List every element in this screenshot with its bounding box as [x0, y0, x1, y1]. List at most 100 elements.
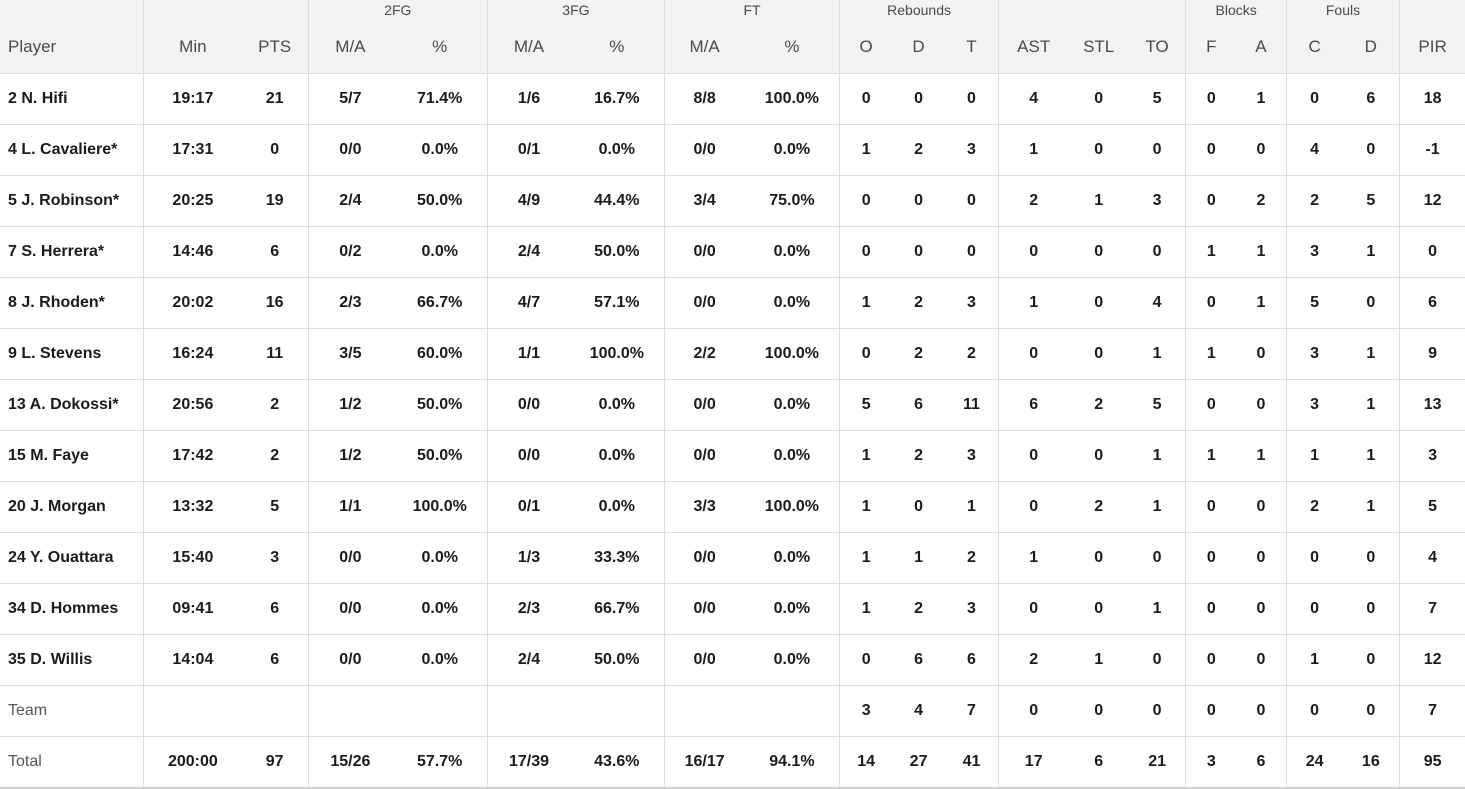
team-row: Team 3 4 7 0 0 0 0 0 0 0 7: [0, 685, 1465, 737]
stat-cell-ast: 1: [998, 277, 1069, 329]
stat-cell-reb-o: 1: [839, 481, 892, 533]
stat-cell-min: 09:41: [143, 583, 242, 635]
stat-cell-ft-ma: 3/3: [664, 481, 745, 533]
stat-cell-fg2-ma: 1/2: [308, 430, 393, 482]
stat-cell-pir: -1: [1399, 124, 1465, 176]
stat-cell-min: [143, 685, 242, 737]
col-reb-t[interactable]: T: [945, 21, 999, 74]
stat-cell-reb-t: 0: [945, 175, 999, 227]
stat-cell-ast: 2: [998, 634, 1069, 686]
col-blk-a[interactable]: A: [1236, 21, 1287, 74]
col-reb-d[interactable]: D: [891, 21, 946, 74]
player-name-cell[interactable]: 5 J. Robinson*: [0, 175, 144, 227]
col-stl[interactable]: STL: [1068, 21, 1129, 74]
player-name-cell[interactable]: 20 J. Morgan: [0, 481, 144, 533]
stat-cell-reb-t: 1: [945, 481, 999, 533]
header-group-row: 2FG 3FG FT Rebounds Blocks Fouls: [0, 0, 1465, 21]
col-blk-f[interactable]: F: [1185, 21, 1237, 74]
stat-cell-ft-pct: 100.0%: [744, 481, 841, 533]
player-name-cell[interactable]: 8 J. Rhoden*: [0, 277, 144, 329]
stat-cell-reb-t: 7: [945, 685, 999, 737]
stat-cell-pir: 4: [1399, 532, 1465, 584]
col-ast[interactable]: AST: [998, 21, 1069, 74]
player-name-cell[interactable]: 4 L. Cavaliere*: [0, 124, 144, 176]
col-3fg-ma[interactable]: M/A: [487, 21, 570, 74]
stat-cell-blk-f: 0: [1185, 379, 1237, 431]
stat-cell-foul-d: 0: [1342, 277, 1401, 329]
group-rebounds: Rebounds: [839, 0, 999, 21]
stat-cell-stl: 0: [1068, 532, 1129, 584]
stat-cell-ast: 0: [998, 685, 1069, 737]
stat-cell-reb-d: 4: [891, 685, 946, 737]
stat-cell-fg3-ma: 1/1: [487, 328, 570, 380]
player-name-cell[interactable]: 35 D. Willis: [0, 634, 144, 686]
stat-cell-reb-o: 1: [839, 124, 892, 176]
player-name-cell[interactable]: 24 Y. Ouattara: [0, 532, 144, 584]
stat-cell-blk-a: 1: [1236, 73, 1287, 125]
stat-cell-ast: 0: [998, 430, 1069, 482]
col-ft-ma[interactable]: M/A: [664, 21, 745, 74]
stat-cell-blk-a: 0: [1236, 532, 1287, 584]
stat-cell-reb-t: 3: [945, 583, 999, 635]
col-pts[interactable]: PTS: [241, 21, 309, 74]
stat-cell-blk-a: 6: [1236, 736, 1287, 789]
stat-cell-to: 0: [1128, 634, 1187, 686]
col-reb-o[interactable]: O: [839, 21, 892, 74]
stat-cell-min: 16:24: [143, 328, 242, 380]
col-to[interactable]: TO: [1128, 21, 1187, 74]
col-player[interactable]: Player: [0, 21, 144, 74]
player-name-cell[interactable]: 9 L. Stevens: [0, 328, 144, 380]
table-header: 2FG 3FG FT Rebounds Blocks Fouls Player …: [0, 0, 1465, 74]
stat-cell-blk-a: 1: [1236, 277, 1287, 329]
player-name-cell[interactable]: Total: [0, 736, 144, 789]
stat-cell-pir: 7: [1399, 685, 1465, 737]
player-name-cell[interactable]: 13 A. Dokossi*: [0, 379, 144, 431]
table-row: 35 D. Willis 14:04 6 0/0 0.0% 2/4 50.0% 0/0 0.0%…: [0, 634, 1465, 686]
stat-cell-to: 1: [1128, 430, 1187, 482]
stat-cell-pts: 6: [241, 583, 309, 635]
col-3fg-pct[interactable]: %: [569, 21, 665, 74]
stat-cell-fg3-pct: 44.4%: [569, 175, 665, 227]
stat-cell-ft-ma: 3/4: [664, 175, 745, 227]
stat-cell-to: 0: [1128, 685, 1187, 737]
col-2fg-pct[interactable]: %: [392, 21, 489, 74]
stat-cell-fg3-ma: 0/0: [487, 430, 570, 482]
stat-cell-reb-d: 6: [891, 634, 946, 686]
col-foul-d[interactable]: D: [1342, 21, 1401, 74]
stat-cell-stl: 2: [1068, 481, 1129, 533]
stat-cell-fg2-ma: 0/0: [308, 583, 393, 635]
stat-cell-to: 0: [1128, 532, 1187, 584]
stat-cell-blk-f: 0: [1185, 481, 1237, 533]
stat-cell-reb-o: 3: [839, 685, 892, 737]
stat-cell-reb-t: 3: [945, 277, 999, 329]
stat-cell-foul-c: 0: [1286, 685, 1343, 737]
stat-cell-pts: 3: [241, 532, 309, 584]
col-min[interactable]: Min: [143, 21, 242, 74]
player-name-cell[interactable]: Team: [0, 685, 144, 737]
stat-cell-to: 1: [1128, 583, 1187, 635]
player-name-cell[interactable]: 15 M. Faye: [0, 430, 144, 482]
stat-cell-ft-pct: 0.0%: [744, 583, 841, 635]
col-pir[interactable]: PIR: [1399, 21, 1465, 74]
stat-cell-stl: 6: [1068, 736, 1129, 789]
stat-cell-fg3-pct: 50.0%: [569, 226, 665, 278]
stat-cell-fg3-ma: 0/1: [487, 124, 570, 176]
stat-cell-fg2-pct: 50.0%: [392, 379, 489, 431]
col-foul-c[interactable]: C: [1286, 21, 1343, 74]
stat-cell-to: 1: [1128, 481, 1187, 533]
stat-cell-ft-ma: 2/2: [664, 328, 745, 380]
stat-cell-reb-o: 0: [839, 328, 892, 380]
col-2fg-ma[interactable]: M/A: [308, 21, 393, 74]
stat-cell-pir: 12: [1399, 634, 1465, 686]
player-name-cell[interactable]: 2 N. Hifi: [0, 73, 144, 125]
player-name-cell[interactable]: 34 D. Hommes: [0, 583, 144, 635]
stat-cell-reb-d: 2: [891, 583, 946, 635]
stat-cell-ast: 0: [998, 226, 1069, 278]
stat-cell-reb-d: 2: [891, 430, 946, 482]
stat-cell-fg3-ma: [487, 685, 570, 737]
player-name-cell[interactable]: 7 S. Herrera*: [0, 226, 144, 278]
stat-cell-pts: 6: [241, 226, 309, 278]
group-blank-basic: [143, 0, 309, 21]
col-ft-pct[interactable]: %: [744, 21, 841, 74]
stat-cell-reb-d: 6: [891, 379, 946, 431]
